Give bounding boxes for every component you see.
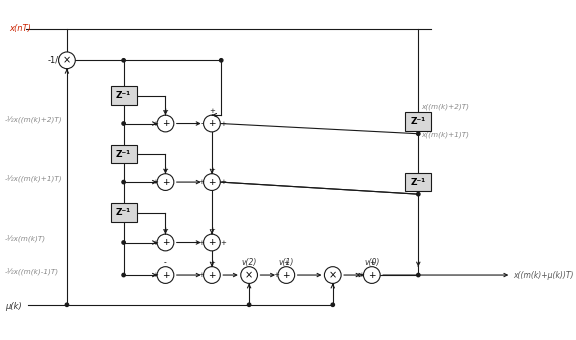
Text: +: +: [152, 120, 158, 126]
Text: +: +: [162, 177, 169, 187]
Text: +: +: [273, 272, 279, 278]
Circle shape: [203, 234, 220, 251]
Text: +: +: [209, 167, 215, 173]
Circle shape: [416, 192, 420, 196]
Text: +: +: [283, 260, 289, 266]
Text: +: +: [220, 239, 226, 245]
Circle shape: [219, 58, 223, 62]
Text: +: +: [368, 271, 376, 279]
Text: Z⁻¹: Z⁻¹: [411, 117, 426, 126]
Circle shape: [363, 267, 380, 284]
Circle shape: [59, 52, 75, 69]
Circle shape: [241, 267, 257, 284]
Text: ×: ×: [245, 270, 253, 280]
Text: -: -: [164, 258, 167, 268]
Text: -½x(m(k)T): -½x(m(k)T): [5, 236, 46, 243]
Text: +: +: [199, 239, 204, 245]
Text: Z⁻¹: Z⁻¹: [411, 177, 426, 187]
Text: +: +: [220, 179, 226, 185]
Text: -½x((m(k)-1)T): -½x((m(k)-1)T): [5, 269, 59, 276]
Circle shape: [157, 267, 174, 284]
Circle shape: [157, 115, 174, 132]
Text: +: +: [162, 238, 169, 247]
Text: +: +: [359, 272, 365, 278]
Text: +: +: [162, 271, 169, 279]
Circle shape: [203, 267, 220, 284]
Text: +: +: [162, 119, 169, 128]
Bar: [111, 145, 137, 164]
Text: +: +: [152, 179, 158, 185]
Text: +: +: [369, 260, 375, 266]
Text: ×: ×: [63, 55, 71, 65]
Text: +: +: [199, 272, 204, 278]
Circle shape: [278, 267, 295, 284]
Text: +: +: [152, 239, 158, 245]
Text: +: +: [199, 179, 204, 185]
Text: +: +: [162, 227, 168, 234]
Bar: [406, 173, 431, 191]
Text: Z⁻¹: Z⁻¹: [116, 150, 131, 159]
Text: +: +: [208, 177, 215, 187]
Text: +: +: [162, 108, 168, 115]
Text: +: +: [209, 227, 215, 234]
Circle shape: [203, 174, 220, 190]
Bar: [111, 86, 137, 105]
Circle shape: [324, 267, 341, 284]
Text: -½x((m(k)+2)T): -½x((m(k)+2)T): [5, 117, 62, 124]
Text: +: +: [162, 167, 168, 173]
Circle shape: [122, 58, 126, 62]
Bar: [111, 203, 137, 222]
Text: v(2): v(2): [241, 257, 257, 267]
Text: v(0): v(0): [364, 257, 380, 267]
Bar: [406, 112, 431, 131]
Circle shape: [248, 303, 251, 306]
Text: μ(k): μ(k): [5, 302, 21, 311]
Text: -1/2: -1/2: [48, 56, 64, 65]
Text: -: -: [200, 119, 203, 128]
Text: +: +: [209, 260, 215, 266]
Circle shape: [157, 174, 174, 190]
Text: ×: ×: [329, 270, 337, 280]
Text: x((m(k)+μ(k))T): x((m(k)+μ(k))T): [513, 271, 574, 279]
Circle shape: [157, 234, 174, 251]
Text: v(1): v(1): [279, 257, 294, 267]
Text: +: +: [283, 271, 290, 279]
Circle shape: [122, 273, 126, 277]
Text: +: +: [209, 108, 215, 115]
Circle shape: [331, 303, 335, 306]
Text: x((m(k)+1)T): x((m(k)+1)T): [421, 132, 469, 138]
Text: +: +: [220, 120, 226, 126]
Text: +: +: [208, 271, 215, 279]
Circle shape: [122, 241, 126, 244]
Circle shape: [122, 181, 126, 184]
Circle shape: [203, 115, 220, 132]
Circle shape: [65, 303, 69, 306]
Text: -½x((m(k)+1)T): -½x((m(k)+1)T): [5, 176, 62, 183]
Text: x(nT): x(nT): [9, 24, 31, 33]
Text: Z⁻¹: Z⁻¹: [116, 91, 131, 100]
Text: +: +: [208, 238, 215, 247]
Circle shape: [416, 273, 420, 277]
Text: x((m(k)+2)T): x((m(k)+2)T): [421, 104, 469, 110]
Text: +: +: [208, 119, 215, 128]
Text: Z⁻¹: Z⁻¹: [116, 208, 131, 217]
Circle shape: [122, 122, 126, 125]
Circle shape: [416, 132, 420, 135]
Text: +: +: [152, 272, 158, 278]
